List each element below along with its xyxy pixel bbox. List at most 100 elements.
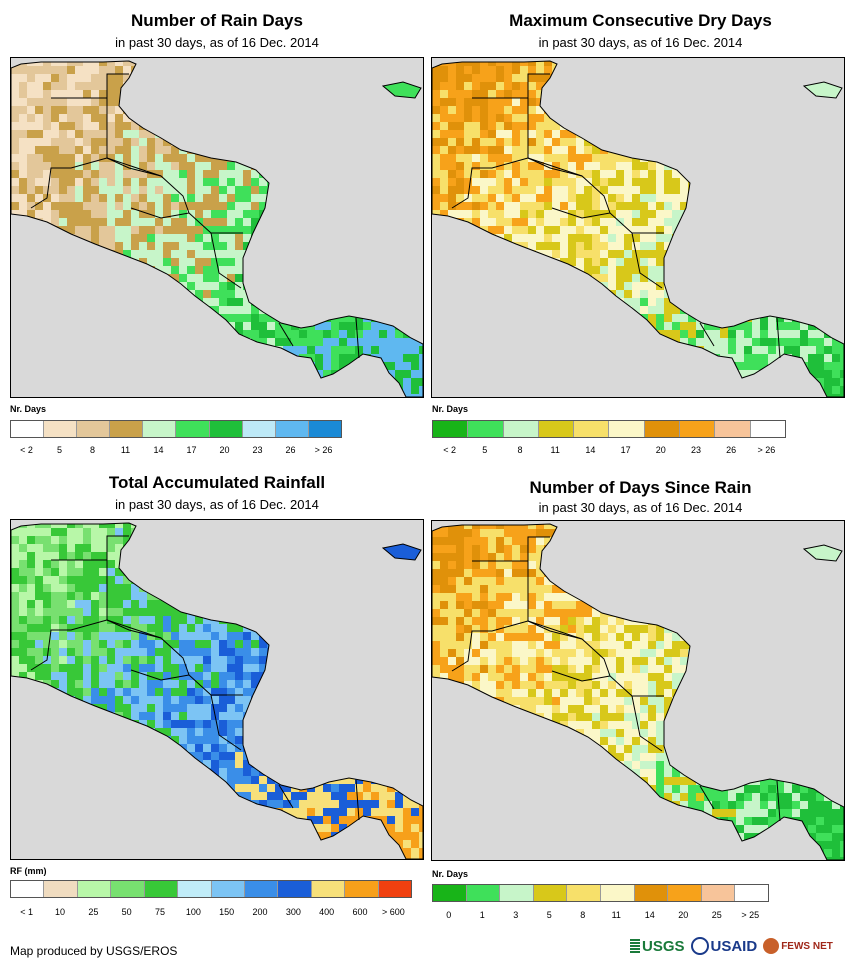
legend-tick-label: 600	[352, 907, 368, 917]
country-border	[210, 694, 242, 751]
legend-swatch	[378, 881, 412, 897]
legend-swatch	[466, 885, 501, 901]
legend-tick-label: 400	[319, 907, 335, 917]
country-border	[527, 157, 611, 214]
country-border	[106, 157, 162, 177]
country-border	[527, 620, 611, 677]
logo-strip: USGS USAID FEWS NET	[630, 933, 833, 959]
legend-swatch	[715, 421, 751, 437]
country-border	[631, 695, 663, 752]
fews-globe-icon	[763, 938, 780, 954]
legend-swatch	[11, 881, 45, 897]
country-border	[30, 560, 108, 671]
legend-swatch	[111, 881, 145, 897]
legend-tick-label: 5	[482, 445, 488, 455]
map-rainfall	[10, 519, 424, 860]
legend-tick-label: 20	[655, 445, 666, 455]
fews-net-logo: FEWS NET	[763, 938, 833, 954]
legend-tick-label: 14	[644, 910, 655, 920]
legend-swatch	[308, 421, 341, 437]
country-border	[527, 157, 583, 177]
legend-tick-label: 20	[219, 445, 230, 455]
country-border	[278, 322, 294, 347]
country-border	[451, 98, 529, 209]
legend-swatch	[533, 885, 568, 901]
legend-bar	[432, 884, 769, 902]
legend-tick-label: > 25	[741, 910, 760, 920]
legend-swatch	[600, 885, 635, 901]
legend-swatch	[567, 885, 601, 901]
legend-tick-label: 1	[479, 910, 485, 920]
country-border	[130, 207, 190, 219]
country-border	[51, 73, 129, 99]
country-border	[106, 619, 162, 639]
panel-title: Total Accumulated Rainfall	[108, 473, 326, 492]
country-border	[355, 317, 360, 359]
legend-title: Nr. Days	[432, 869, 469, 879]
country-border	[551, 670, 611, 682]
country-border	[130, 669, 190, 681]
legend-tick-label: 5	[546, 910, 552, 920]
legend-ticks: < 1 10 25 50 75 100 150 200 300 400 600 > 600	[10, 907, 410, 919]
coastline	[11, 60, 423, 397]
land-raster	[11, 61, 423, 397]
legend-bar	[10, 420, 342, 438]
map-rain-days	[10, 57, 424, 398]
coastline	[432, 523, 844, 860]
legend-ticks: < 2 5 8 11 14 17 20 23 26 > 26	[10, 445, 340, 457]
map-canvas	[432, 60, 844, 397]
legend-tick-label: > 600	[381, 907, 405, 917]
usgs-logo-text: USGS	[642, 937, 685, 955]
legend-swatch	[345, 881, 379, 897]
legend-tick-label: 17	[186, 445, 197, 455]
land-raster	[432, 524, 844, 860]
legend-swatch	[77, 421, 111, 437]
legend-title: Nr. Days	[432, 404, 469, 414]
island	[802, 81, 843, 99]
legend-swatch	[750, 421, 785, 437]
legend-tick-label: 8	[517, 445, 523, 455]
panel-subtitle: in past 30 days, as of 16 Dec. 2014	[538, 500, 743, 515]
panel-days-since-rain: Number of Days Since Rain in past 30 day…	[427, 470, 854, 930]
panel-title: Maximum Consecutive Dry Days	[509, 11, 772, 30]
map-canvas	[11, 522, 423, 859]
country-border	[106, 619, 190, 676]
legend-swatch	[433, 885, 467, 901]
legend-swatch	[680, 421, 716, 437]
legend-swatch	[433, 421, 469, 437]
legend-swatch	[244, 881, 279, 897]
country-border	[776, 780, 781, 822]
usgs-icon	[630, 939, 640, 953]
legend-tick-label: 14	[585, 445, 596, 455]
legend-tick-label: 8	[580, 910, 586, 920]
coastline	[432, 60, 844, 397]
island	[381, 81, 422, 99]
map-canvas	[432, 523, 844, 860]
legend-tick-label: 0	[446, 910, 452, 920]
country-border	[699, 322, 715, 347]
legend-swatch	[278, 881, 312, 897]
legend-tick-label: 23	[252, 445, 263, 455]
legend-swatch	[44, 881, 78, 897]
legend-swatch	[311, 881, 346, 897]
panel-dry-days: Maximum Consecutive Dry Days in past 30 …	[427, 0, 854, 470]
legend-swatch	[538, 421, 575, 437]
legend-tick-label: 11	[120, 445, 131, 455]
legend-swatch	[275, 421, 309, 437]
country-border	[776, 317, 781, 359]
legend-swatch	[574, 421, 610, 437]
legend-bar	[432, 420, 786, 438]
legend-tick-label: 200	[252, 907, 268, 917]
panel-subtitle: in past 30 days, as of 16 Dec. 2014	[115, 497, 319, 512]
legend-swatch	[144, 881, 179, 897]
legend-tick-label: 5	[56, 445, 63, 455]
legend-tick-label: < 2	[443, 445, 456, 455]
map-days-since-rain	[431, 520, 845, 861]
legend-swatch	[44, 421, 78, 437]
legend-tick-label: 26	[726, 445, 737, 455]
legend-swatch	[143, 421, 177, 437]
legend-swatch	[609, 421, 645, 437]
legend-swatch	[668, 885, 702, 901]
legend-tick-label: 25	[711, 910, 722, 920]
legend-tick-label: 300	[285, 907, 301, 917]
